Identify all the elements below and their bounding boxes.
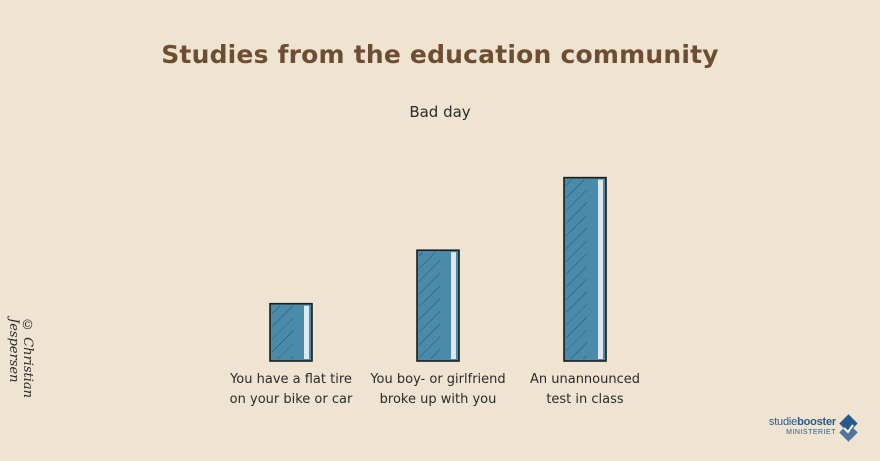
category-label-line: An unannounced [529,372,641,387]
bar-3 [563,176,607,362]
logo-text: studiebooster [768,416,836,428]
category-label-3: An unannounced test in class [510,370,660,410]
studiebooster-logo: studiebooster MINISTERIET [748,414,858,444]
author-name: Christian Jespersen [6,318,35,399]
copyright-symbol: © [20,318,35,333]
bar-2 [416,249,460,362]
category-label-line: test in class [546,392,624,407]
category-label-line: You have a flat tire [230,372,352,387]
logo-diamond-icon [839,414,858,442]
chart-title: Studies from the education community [161,40,719,69]
bar-1 [269,302,313,362]
category-label-line: broke up with you [379,392,497,407]
category-label-2: You boy- or girlfriend broke up with you [363,370,513,410]
author-credit: © Christian Jespersen [6,318,35,461]
category-label-line: You boy- or girlfriend [370,372,506,387]
category-label-line: on your bike or car [229,392,353,407]
chart-subtitle: Bad day [409,103,471,121]
logo-subtext: MINISTERIET [786,429,836,436]
category-label-1: You have a flat tire on your bike or car [216,370,366,410]
